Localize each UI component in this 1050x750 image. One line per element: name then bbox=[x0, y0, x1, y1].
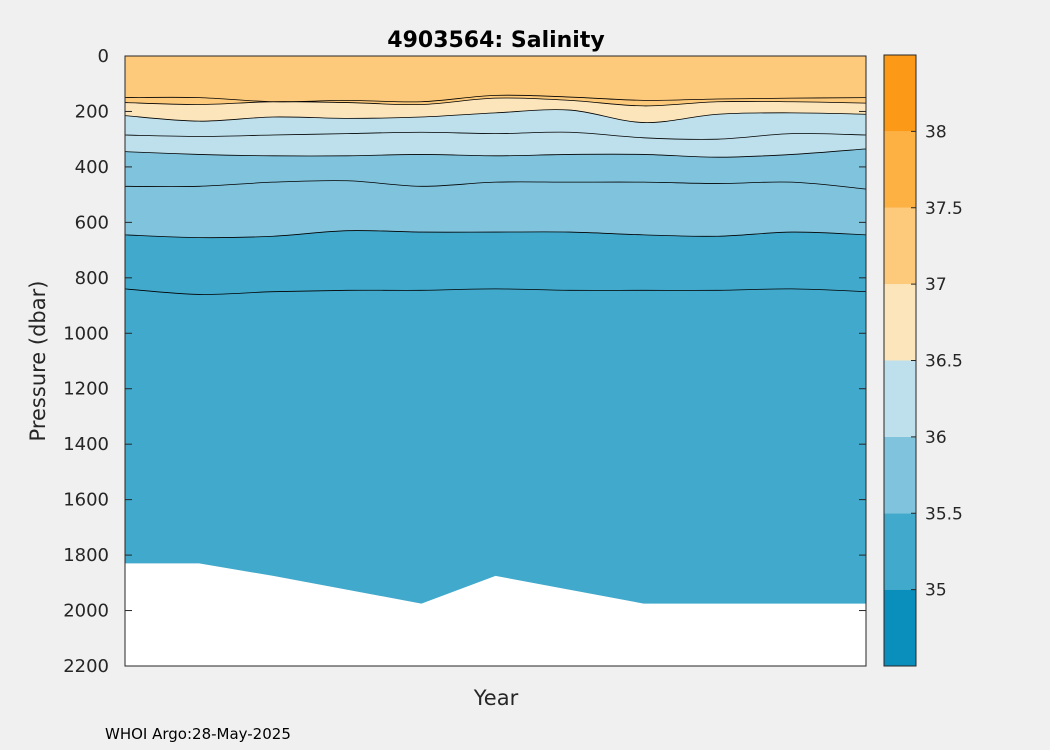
colorbar: 35 35.5 36 36.5 37 37.5 38 bbox=[883, 54, 963, 667]
y-tick-label: 1200 bbox=[63, 379, 109, 400]
colorbar-tick-label: 37 bbox=[925, 275, 947, 295]
colorbar-swatch-34.5 bbox=[884, 589, 916, 666]
colorbar-swatch-36.5 bbox=[884, 284, 916, 361]
colorbar-tick-label: 38 bbox=[925, 122, 947, 142]
contour-line-36.25 bbox=[124, 131, 867, 140]
colorbar-swatch-35 bbox=[884, 513, 916, 590]
contour-fills bbox=[125, 56, 866, 667]
y-tick-label: 400 bbox=[75, 157, 109, 178]
y-tick-label: 0 bbox=[98, 46, 109, 67]
y-axis: 0 200 400 600 800 1000 1200 1400 1600 1800 2000 220… bbox=[63, 46, 866, 677]
colorbar-swatch-37.5 bbox=[884, 131, 916, 208]
contour-line-36 bbox=[124, 148, 867, 158]
colorbar-tick-label: 37.5 bbox=[925, 199, 963, 219]
contour-lines bbox=[124, 94, 867, 295]
x-axis-label: Year bbox=[473, 686, 519, 710]
footer-credit: WHOI Argo:28-May-2025 bbox=[105, 725, 291, 743]
colorbar-swatch-35.5 bbox=[884, 436, 916, 514]
y-tick-label: 2200 bbox=[63, 656, 109, 677]
colorbar-swatch-38 bbox=[884, 55, 916, 132]
y-axis-label: Pressure (dbar) bbox=[26, 281, 50, 442]
y-tick-label: 1800 bbox=[63, 545, 109, 566]
colorbar-tick-label: 36.5 bbox=[925, 352, 963, 372]
contour-fill-below-35.25 bbox=[125, 288, 866, 666]
chart-title: 4903564: Salinity bbox=[387, 28, 604, 53]
colorbar-tick-label: 35 bbox=[925, 581, 947, 601]
contour-line-36.5 bbox=[124, 109, 867, 123]
y-tick-label: 1400 bbox=[63, 434, 109, 455]
contour-line-35.75 bbox=[124, 180, 867, 190]
y-tick-label: 1000 bbox=[63, 323, 109, 344]
y-tick-label: 600 bbox=[75, 212, 109, 233]
contour-line-36.75 bbox=[124, 97, 867, 107]
contour-line-35.25 bbox=[124, 288, 867, 295]
contour-line-35.5 bbox=[124, 230, 867, 239]
y-tick-label: 200 bbox=[75, 101, 109, 122]
plot-frame bbox=[124, 55, 867, 667]
no-data-region bbox=[125, 563, 866, 666]
y-tick-label: 1600 bbox=[63, 490, 109, 511]
contour-line-37 bbox=[124, 94, 867, 103]
colorbar-swatch-36 bbox=[884, 360, 916, 437]
colorbar-swatch-37 bbox=[884, 207, 916, 285]
no-data-mask bbox=[125, 563, 866, 666]
y-tick-label: 800 bbox=[75, 268, 109, 289]
colorbar-tick-label: 36 bbox=[925, 428, 947, 448]
colorbar-tick-label: 35.5 bbox=[925, 504, 963, 524]
y-tick-label: 2000 bbox=[63, 601, 109, 622]
